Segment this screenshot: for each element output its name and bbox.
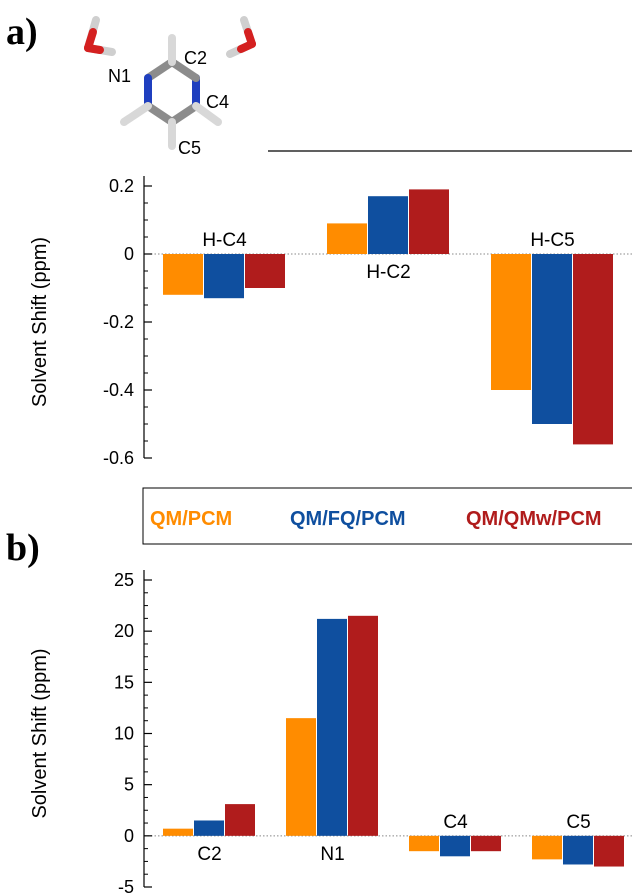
y-tick-label-a-1: 0: [124, 244, 134, 264]
bar-a-h-c5-0: [491, 254, 531, 390]
y-tick-label-b-4: 5: [124, 775, 134, 795]
y-tick-label-a-3: -0.4: [103, 380, 134, 400]
y-tick-label-a-2: -0.2: [103, 312, 134, 332]
category-label-b-c2: C2: [197, 844, 221, 865]
bar-a-h-c2-2: [409, 189, 449, 254]
chart-b: 25 20 15 10 5 0 -5 Solvent Shift (ppm) C2 N1 C4 C5: [29, 570, 632, 895]
legend-frame: [142, 487, 632, 545]
atom-label-c5: C5: [178, 138, 201, 158]
bar-b-c5-1: [563, 835, 593, 865]
pyrimidine-water-molecule: N1 C2 C4 C5: [84, 16, 256, 158]
bar-b-n1-2: [348, 615, 378, 836]
category-label-b-n1: N1: [320, 844, 344, 865]
y-tick-label-a-0: 0.2: [109, 176, 134, 196]
bar-a-h-c2-0: [327, 223, 367, 254]
bar-b-c4-2: [471, 835, 501, 852]
atom-label-c4: C4: [206, 92, 229, 112]
bar-b-c2-1: [194, 820, 224, 836]
bar-b-c2-2: [225, 804, 255, 836]
category-label-a-h-c4: H-C4: [202, 230, 247, 251]
bar-a-h-c4-0: [163, 254, 203, 295]
bar-b-c2-0: [163, 828, 193, 836]
category-label-b-c4: C4: [443, 812, 468, 833]
panel-label-b: b): [6, 527, 40, 569]
y-axis-label-b: Solvent Shift (ppm): [29, 648, 51, 818]
bar-b-n1-0: [286, 718, 316, 836]
panel-label-a: a): [6, 11, 38, 53]
category-label-a-h-c2: H-C2: [366, 262, 410, 283]
y-axis-label-a: Solvent Shift (ppm): [29, 237, 51, 407]
atom-label-n1: N1: [108, 66, 131, 86]
bar-a-h-c4-2: [245, 254, 285, 288]
atom-label-c2: C2: [184, 48, 207, 68]
y-tick-label-a-4: -0.6: [103, 448, 134, 468]
bar-b-c4-0: [409, 835, 439, 852]
bar-b-n1-1: [317, 618, 347, 836]
legend-item-qm-fq-pcm: QM/FQ/PCM: [290, 508, 406, 530]
legend-item-qm-qmw-pcm: QM/QMw/PCM: [466, 508, 602, 530]
bar-a-h-c2-1: [368, 196, 408, 254]
y-tick-label-b-1: 20: [114, 621, 134, 641]
bar-b-c5-2: [594, 835, 624, 867]
category-label-a-h-c5: H-C5: [530, 230, 574, 251]
bar-a-h-c4-1: [204, 254, 244, 299]
y-tick-label-b-6: -5: [118, 877, 134, 895]
bar-b-c5-0: [532, 835, 562, 860]
y-tick-label-b-3: 10: [114, 724, 134, 744]
y-tick-label-b-2: 15: [114, 672, 134, 692]
bar-b-c4-1: [440, 835, 470, 857]
chart-a: 0.2 0 -0.2 -0.4 -0.6 Solvent Shift (ppm) H-C4 H…: [29, 176, 632, 468]
legend-item-qm-pcm: QM/PCM: [150, 508, 232, 530]
bar-a-h-c5-1: [532, 254, 572, 424]
y-tick-label-b-5: 0: [124, 826, 134, 846]
legend: QM/PCM QM/FQ/PCM QM/QMw/PCM: [142, 487, 632, 545]
y-tick-label-b-0: 25: [114, 570, 134, 590]
bar-a-h-c5-2: [573, 254, 613, 445]
category-label-b-c5: C5: [566, 812, 590, 833]
